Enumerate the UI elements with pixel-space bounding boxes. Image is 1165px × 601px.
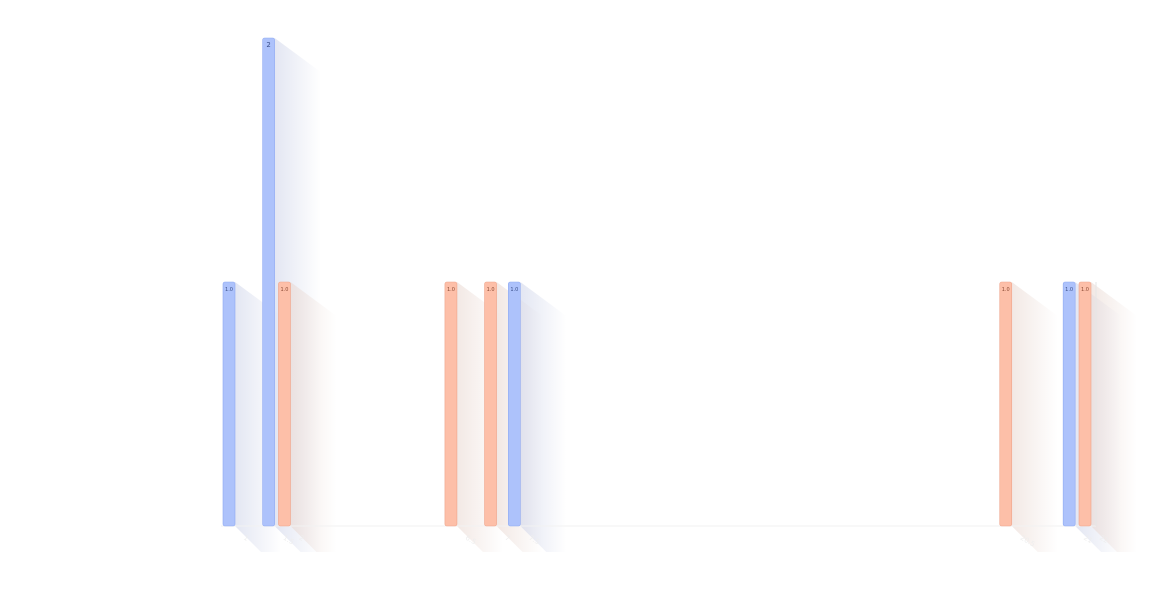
bar-orange-8 bbox=[1078, 281, 1092, 527]
x-tick-label: 7 bbox=[504, 534, 512, 543]
bar-orange-3 bbox=[444, 281, 458, 527]
bar-value-label: 1.0 bbox=[1065, 287, 1073, 293]
bar-value-label: 1.0 bbox=[1002, 287, 1010, 293]
bar-value-label: 1.0 bbox=[281, 287, 289, 293]
bar-value-label: 1.0 bbox=[487, 287, 495, 293]
bar-orange-6 bbox=[999, 281, 1013, 527]
x-tick-label: 2 bbox=[297, 534, 305, 543]
x-tick-labels: 1 1.5 2 6.5 7 7.5 20.5 21 22 bbox=[242, 534, 1110, 549]
bar-value-label: 1.0 bbox=[1081, 287, 1089, 293]
bar-value-label: 1.0 bbox=[225, 287, 233, 293]
bar-shadow bbox=[290, 282, 337, 552]
bars bbox=[222, 37, 1092, 527]
x-tick-label: 1 bbox=[242, 534, 250, 543]
bar-shadow bbox=[1011, 282, 1058, 552]
x-axis bbox=[221, 282, 1097, 527]
x-tick-label: 22 bbox=[1098, 534, 1110, 545]
x-tick-label: 21 bbox=[1082, 534, 1094, 545]
bar-shadow bbox=[520, 282, 567, 552]
bar-value-label: 1.0 bbox=[510, 287, 518, 293]
bar-orange-2 bbox=[278, 281, 291, 527]
bar-blue-7 bbox=[1062, 281, 1076, 527]
bar-orange-4 bbox=[484, 281, 497, 527]
bar-blue-5 bbox=[508, 281, 521, 527]
bar-blue-0 bbox=[222, 281, 236, 527]
bar-value-label: 1.0 bbox=[447, 287, 455, 293]
bar-value-labels: 1.0 2 1.0 1.0 1.0 1.0 1.0 1.0 1.0 bbox=[225, 41, 1089, 293]
bar-shadow bbox=[1091, 282, 1137, 552]
bar-blue-1 bbox=[262, 37, 275, 527]
bar-value-label: 2 bbox=[266, 41, 270, 49]
